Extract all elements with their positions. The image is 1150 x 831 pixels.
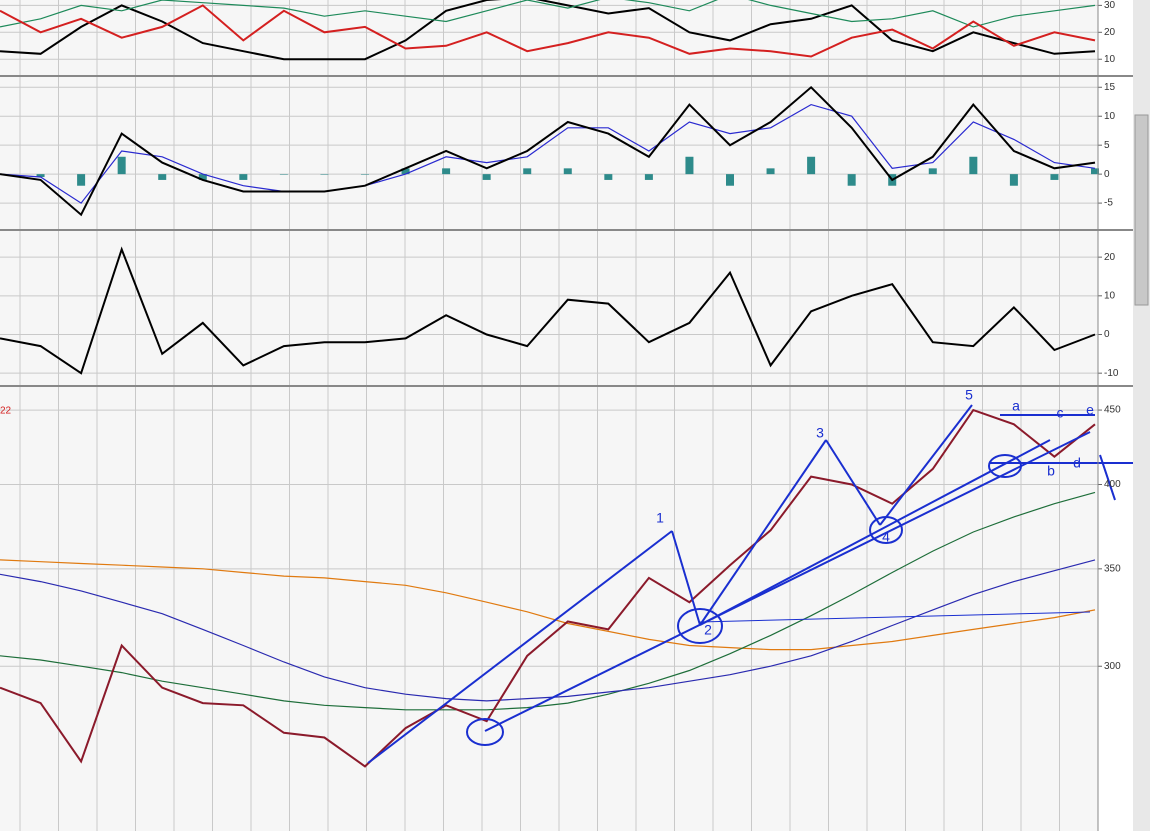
y-tick-label: 20	[1104, 252, 1116, 263]
y-tick-label: 5	[1104, 140, 1110, 151]
y-tick-label: 10	[1104, 111, 1116, 122]
histogram-bar	[320, 174, 329, 175]
corner-label: 22	[0, 406, 12, 417]
ellipse	[677, 608, 723, 644]
histogram-bar	[198, 174, 207, 180]
series-line	[0, 559, 1096, 702]
histogram-bar	[77, 174, 86, 186]
y-tick-label: -5	[1104, 198, 1113, 209]
labels: 22 10 20 30 -5 0 5 10 15 -10 0 10 20 300 350 400 450 1 2 3…	[0, 0, 1121, 672]
histogram-bar	[279, 174, 288, 175]
marks	[0, 0, 1099, 768]
histogram-bar	[117, 156, 126, 175]
histogram-bar	[766, 168, 775, 175]
series-line	[0, 491, 1096, 711]
y-tick-label: 20	[1104, 27, 1116, 38]
wave-label: 5	[965, 387, 973, 403]
y-tick-label: 450	[1104, 405, 1121, 416]
y-tick-label: 15	[1104, 82, 1116, 93]
wave-label: 1	[656, 510, 664, 526]
trendline	[699, 611, 1091, 623]
histogram-bar	[726, 174, 734, 186]
histogram-bar	[604, 174, 613, 180]
wave-label: a	[1012, 398, 1020, 414]
y-tick-label: 0	[1104, 329, 1110, 340]
ellipse	[869, 516, 903, 544]
ellipse	[988, 454, 1022, 478]
histogram-bar	[1050, 174, 1059, 180]
histogram-bar	[36, 174, 45, 178]
y-tick-label: 10	[1104, 290, 1116, 301]
wave-label: b	[1047, 463, 1055, 479]
y-tick-label: -10	[1104, 368, 1119, 379]
histogram-bar	[563, 168, 572, 175]
trendline	[879, 404, 973, 526]
trendline	[484, 431, 1091, 732]
trendlines	[367, 404, 1135, 764]
histogram-bar	[1009, 174, 1018, 186]
scrollbar-thumb[interactable]	[1134, 114, 1149, 306]
histogram-bar	[523, 168, 532, 175]
histogram-bar	[847, 174, 856, 186]
y-tick-label: 10	[1104, 54, 1116, 65]
histogram-bar	[969, 156, 978, 175]
wave-label: 2	[704, 622, 712, 638]
trendline	[825, 439, 881, 526]
series-line	[0, 0, 1096, 28]
histogram-bar	[239, 174, 248, 180]
ellipse	[466, 718, 504, 746]
histogram-bar	[1091, 168, 1099, 175]
histogram-bar	[442, 168, 451, 175]
histogram-bar	[644, 174, 653, 180]
wave-label: c	[1057, 405, 1064, 421]
series-line	[0, 103, 1096, 204]
series-line	[0, 4, 1096, 58]
histogram-bar	[482, 174, 491, 180]
y-tick-label: 0	[1104, 169, 1110, 180]
series-line	[0, 85, 1096, 217]
histogram-bar	[928, 168, 937, 175]
series-line	[0, 246, 1096, 375]
trendline	[699, 439, 827, 626]
histogram-bar	[361, 174, 369, 175]
histogram-bar	[401, 168, 410, 175]
trendline	[1099, 454, 1116, 501]
series-line	[0, 408, 1096, 768]
y-tick-label: 300	[1104, 661, 1121, 672]
plot-background	[0, 0, 1098, 831]
y-tick-label: 30	[1104, 0, 1116, 11]
histogram-bar	[685, 156, 694, 175]
wave-label: e	[1086, 402, 1094, 418]
y-tick-label: 400	[1104, 479, 1121, 490]
wave-label: 3	[816, 425, 824, 441]
series-line	[0, 559, 1096, 651]
series-line	[0, 0, 1096, 61]
histogram-bar	[158, 174, 167, 180]
wave-label: 4	[882, 529, 890, 545]
wave-label: d	[1073, 455, 1081, 471]
histogram-bar	[807, 156, 816, 175]
y-tick-label: 350	[1104, 563, 1121, 574]
trendline	[367, 530, 673, 764]
